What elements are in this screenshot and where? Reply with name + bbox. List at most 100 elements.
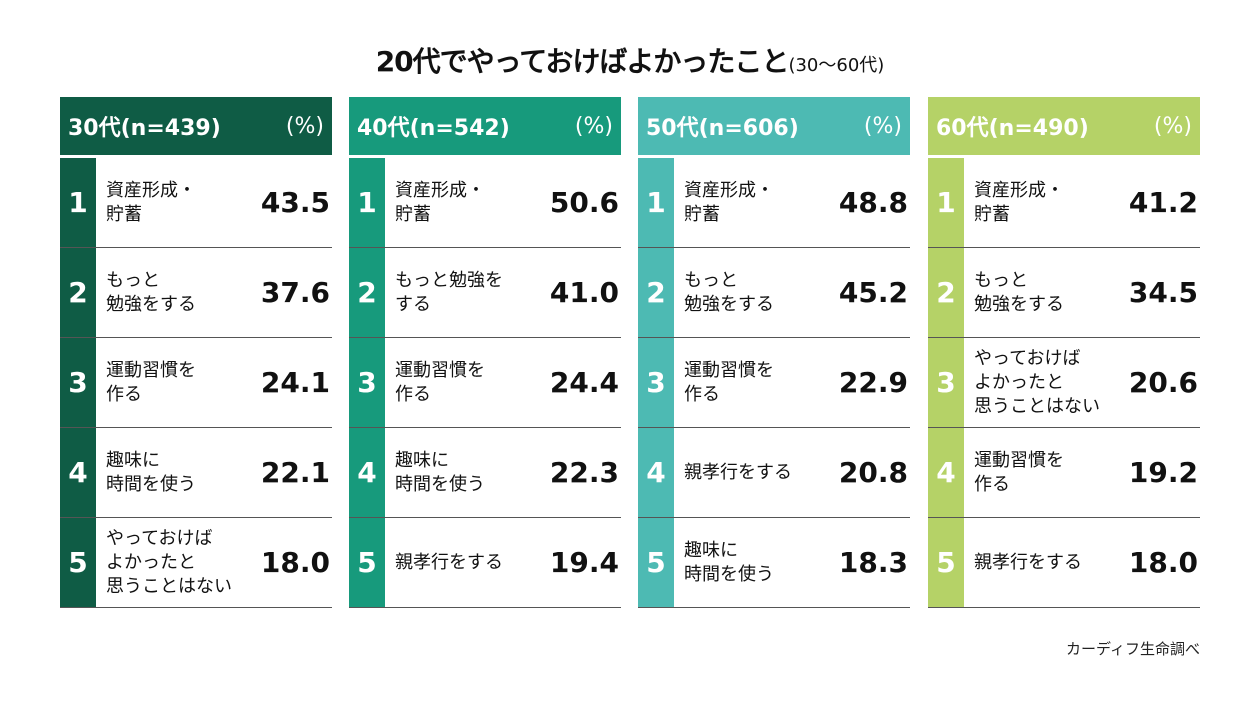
age-group-label: 40代(n=542) <box>357 116 510 141</box>
table-row: 4 趣味に 時間を使う 22.3 <box>349 428 621 518</box>
item-label: 運動習慣を 作る <box>106 359 196 405</box>
ranking-table: 40代(n=542) (%) 1 資産形成・ 貯蓄 50.6 2 もっと勉強を する 41.0… <box>349 97 621 608</box>
item-value: 41.2 <box>1128 186 1198 219</box>
table-row: 1 資産形成・ 貯蓄 43.5 <box>60 158 332 248</box>
ranking-table: 30代(n=439) (%) 1 資産形成・ 貯蓄 43.5 2 もっと 勉強をする 37.6… <box>60 97 332 608</box>
item-value: 43.5 <box>260 186 330 219</box>
table-row: 4 趣味に 時間を使う 22.1 <box>60 428 332 518</box>
title-text: 20代でやっておけばよかったこと <box>375 45 790 78</box>
page-title: 20代でやっておけばよかったこと(30〜60代) <box>0 40 1260 80</box>
age-group-label: 60代(n=490) <box>936 116 1089 141</box>
unit-label: (%) <box>285 113 324 139</box>
unit-label: (%) <box>863 113 902 139</box>
table-header: 50代(n=606) (%) <box>638 97 910 155</box>
table-row: 2 もっと 勉強をする 45.2 <box>638 248 910 338</box>
rank-number: 5 <box>638 518 674 607</box>
item-value: 18.0 <box>260 546 330 579</box>
rank-number: 5 <box>349 518 385 607</box>
rank-number: 1 <box>928 158 964 247</box>
rank-number: 1 <box>638 158 674 247</box>
item-label: 資産形成・ 貯蓄 <box>684 179 774 225</box>
rank-number: 4 <box>928 428 964 517</box>
item-label: やっておけば よかったと 思うことはない <box>974 347 1100 417</box>
table-row: 2 もっと勉強を する 41.0 <box>349 248 621 338</box>
rank-number: 1 <box>349 158 385 247</box>
item-value: 22.1 <box>260 456 330 489</box>
item-label: やっておけば よかったと 思うことはない <box>106 527 232 597</box>
rank-number: 5 <box>928 518 964 607</box>
table-row: 3 やっておけば よかったと 思うことはない 20.6 <box>928 338 1200 428</box>
age-group-label: 50代(n=606) <box>646 116 799 141</box>
source-note: カーディフ生命調べ <box>1066 640 1200 658</box>
ranking-table: 50代(n=606) (%) 1 資産形成・ 貯蓄 48.8 2 もっと 勉強をする 45.2… <box>638 97 910 608</box>
item-label: 運動習慣を 作る <box>974 449 1064 495</box>
item-label: もっと 勉強をする <box>974 269 1064 315</box>
item-label: 親孝行をする <box>684 461 792 483</box>
item-value: 41.0 <box>549 276 619 309</box>
item-label: 趣味に 時間を使う <box>395 449 485 495</box>
age-group-label: 30代(n=439) <box>68 116 221 141</box>
rank-number: 4 <box>638 428 674 517</box>
item-label: 運動習慣を 作る <box>395 359 485 405</box>
table-row: 2 もっと 勉強をする 37.6 <box>60 248 332 338</box>
rank-number: 1 <box>60 158 96 247</box>
item-label: もっと 勉強をする <box>684 269 774 315</box>
table-header: 60代(n=490) (%) <box>928 97 1200 155</box>
item-label: 資産形成・ 貯蓄 <box>974 179 1064 225</box>
item-label: もっと勉強を する <box>395 269 503 315</box>
item-value: 34.5 <box>1128 276 1198 309</box>
item-value: 50.6 <box>549 186 619 219</box>
table-row: 5 親孝行をする 18.0 <box>928 518 1200 608</box>
item-value: 19.4 <box>549 546 619 579</box>
item-label: 運動習慣を 作る <box>684 359 774 405</box>
item-label: 趣味に 時間を使う <box>106 449 196 495</box>
table-row: 5 親孝行をする 19.4 <box>349 518 621 608</box>
item-value: 20.8 <box>838 456 908 489</box>
item-value: 22.9 <box>838 366 908 399</box>
item-value: 45.2 <box>838 276 908 309</box>
table-row: 3 運動習慣を 作る 22.9 <box>638 338 910 428</box>
item-value: 20.6 <box>1128 366 1198 399</box>
item-label: 親孝行をする <box>395 551 503 573</box>
ranking-table: 60代(n=490) (%) 1 資産形成・ 貯蓄 41.2 2 もっと 勉強をする 34.5… <box>928 97 1200 608</box>
rank-number: 3 <box>349 338 385 427</box>
table-row: 2 もっと 勉強をする 34.5 <box>928 248 1200 338</box>
item-value: 19.2 <box>1128 456 1198 489</box>
table-row: 1 資産形成・ 貯蓄 48.8 <box>638 158 910 248</box>
item-label: 趣味に 時間を使う <box>684 539 774 585</box>
rank-number: 2 <box>349 248 385 337</box>
item-label: 資産形成・ 貯蓄 <box>395 179 485 225</box>
rank-number: 5 <box>60 518 96 607</box>
rank-number: 2 <box>60 248 96 337</box>
table-row: 5 趣味に 時間を使う 18.3 <box>638 518 910 608</box>
rank-number: 4 <box>349 428 385 517</box>
rank-number: 3 <box>928 338 964 427</box>
unit-label: (%) <box>574 113 613 139</box>
table-row: 1 資産形成・ 貯蓄 50.6 <box>349 158 621 248</box>
item-value: 24.4 <box>549 366 619 399</box>
item-value: 24.1 <box>260 366 330 399</box>
table-header: 40代(n=542) (%) <box>349 97 621 155</box>
item-value: 37.6 <box>260 276 330 309</box>
rank-number: 3 <box>60 338 96 427</box>
rank-number: 4 <box>60 428 96 517</box>
table-row: 3 運動習慣を 作る 24.4 <box>349 338 621 428</box>
table-row: 1 資産形成・ 貯蓄 41.2 <box>928 158 1200 248</box>
item-label: 親孝行をする <box>974 551 1082 573</box>
table-row: 5 やっておけば よかったと 思うことはない 18.0 <box>60 518 332 608</box>
item-value: 48.8 <box>838 186 908 219</box>
unit-label: (%) <box>1153 113 1192 139</box>
table-header: 30代(n=439) (%) <box>60 97 332 155</box>
table-row: 4 運動習慣を 作る 19.2 <box>928 428 1200 518</box>
item-label: 資産形成・ 貯蓄 <box>106 179 196 225</box>
item-value: 18.0 <box>1128 546 1198 579</box>
rank-number: 3 <box>638 338 674 427</box>
table-row: 4 親孝行をする 20.8 <box>638 428 910 518</box>
item-value: 18.3 <box>838 546 908 579</box>
subtitle: (30〜60代) <box>788 55 885 76</box>
item-value: 22.3 <box>549 456 619 489</box>
rank-number: 2 <box>638 248 674 337</box>
table-row: 3 運動習慣を 作る 24.1 <box>60 338 332 428</box>
rank-number: 2 <box>928 248 964 337</box>
item-label: もっと 勉強をする <box>106 269 196 315</box>
